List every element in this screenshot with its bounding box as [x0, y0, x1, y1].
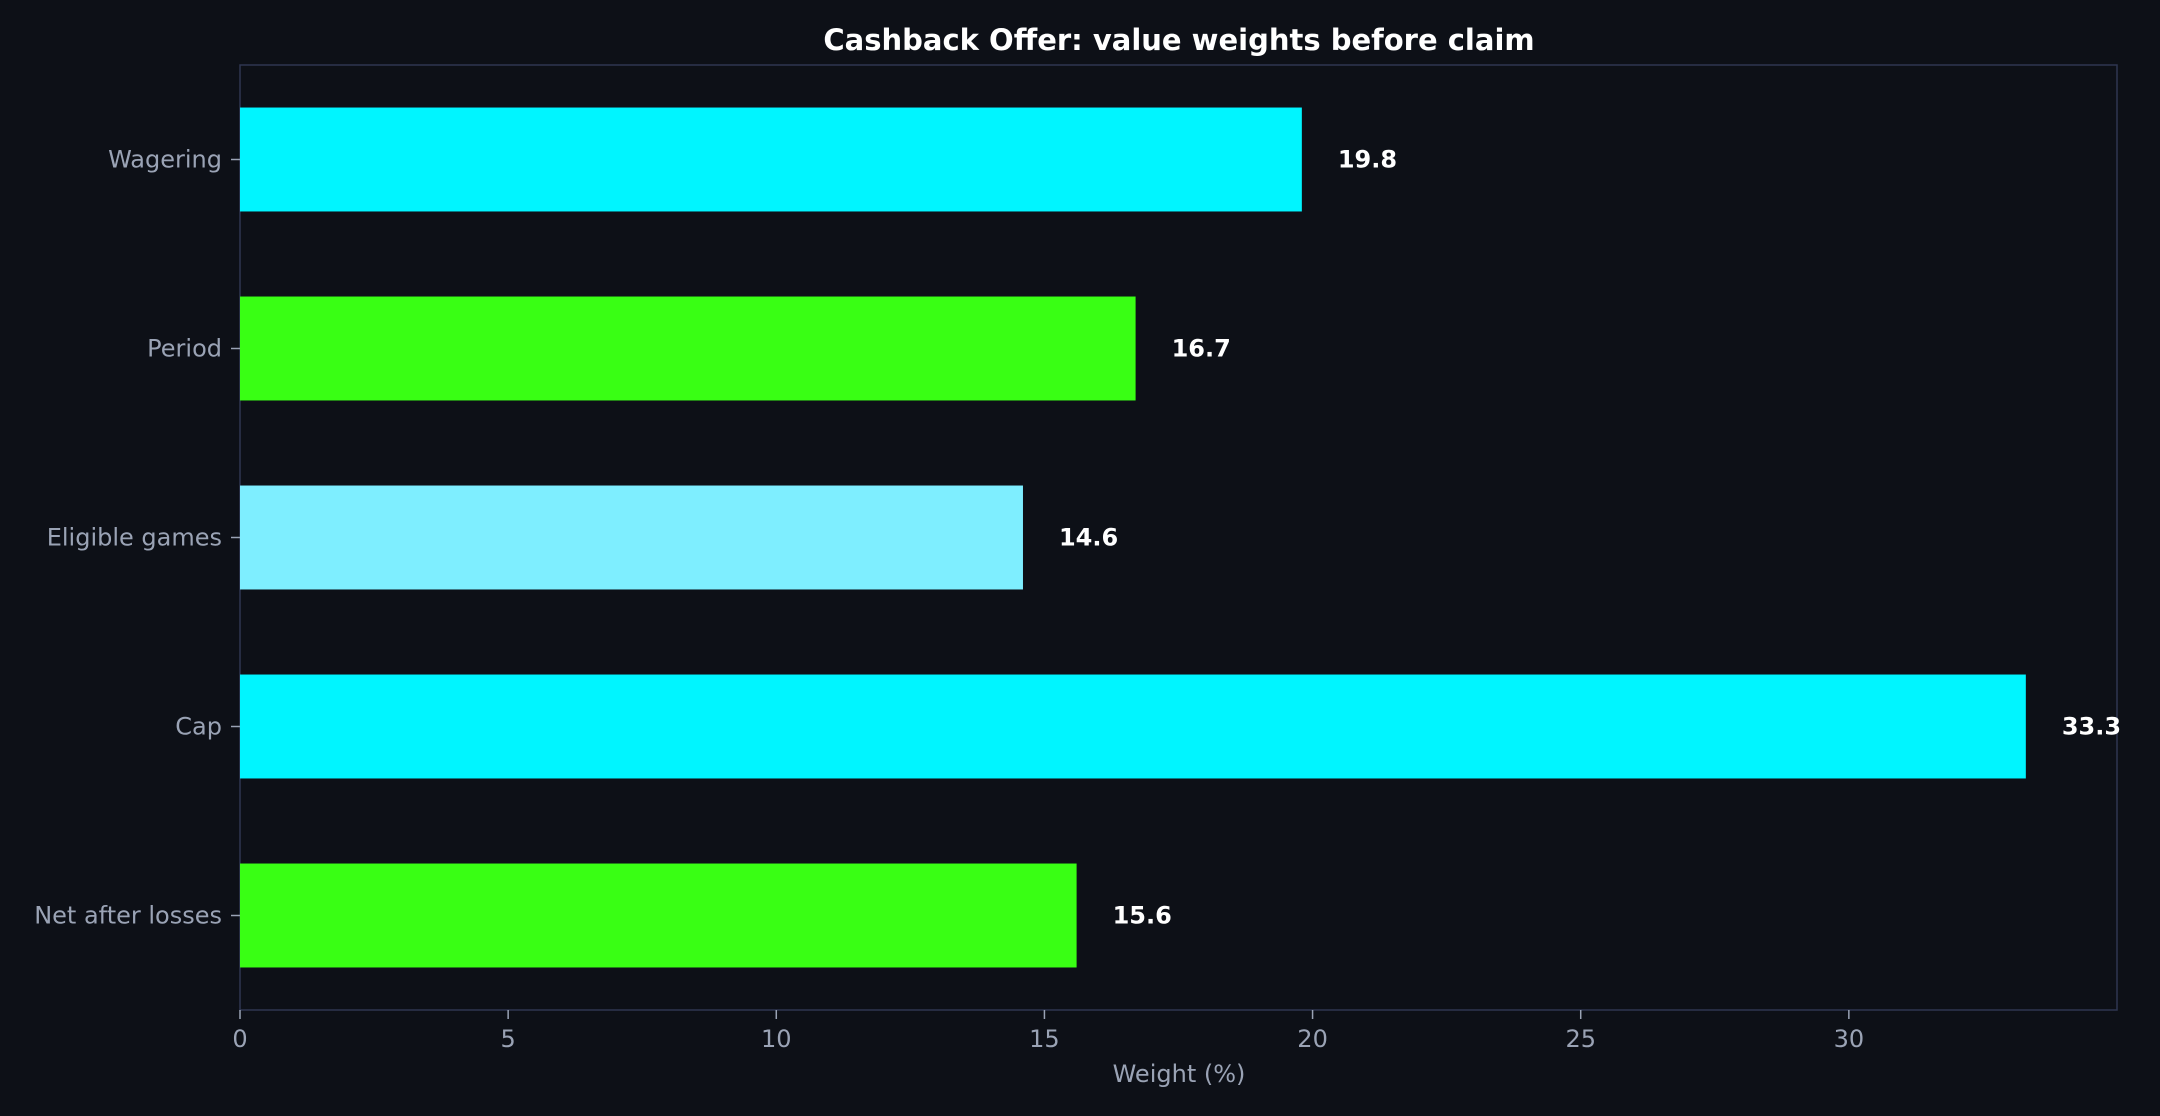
x-tick-label: 30	[1834, 1025, 1865, 1053]
data-label: 16.7	[1172, 335, 1231, 363]
x-tick-label: 0	[232, 1025, 247, 1053]
y-axis: Wagering Period Eligible games Cap Net after…	[34, 146, 240, 930]
y-tick-label: Eligible games	[47, 524, 222, 552]
bar-wagering	[240, 107, 1302, 212]
y-tick-label: Net after losses	[34, 902, 222, 930]
data-label: 19.8	[1338, 146, 1397, 174]
bar-period	[240, 296, 1136, 401]
bar-cap	[240, 674, 2026, 779]
x-tick-label: 5	[501, 1025, 516, 1053]
data-label: 14.6	[1059, 524, 1118, 552]
x-tick-label: 15	[1029, 1025, 1060, 1053]
x-axis: 0 5 10 15 20 25 30	[232, 1010, 1864, 1053]
y-tick-label: Period	[147, 335, 222, 363]
x-tick-label: 20	[1297, 1025, 1328, 1053]
data-label: 33.3	[2062, 713, 2121, 741]
chart-title: Cashback Offer: value weights before cla…	[823, 23, 1534, 57]
y-tick-label: Wagering	[108, 146, 222, 174]
bars-layer: 19.8 16.7 14.6 33.3 15.6	[240, 107, 2121, 968]
x-tick-label: 10	[761, 1025, 792, 1053]
bar-net-after-losses	[240, 863, 1077, 968]
x-tick-label: 25	[1565, 1025, 1596, 1053]
y-tick-label: Cap	[175, 713, 222, 741]
bar-eligible-games	[240, 485, 1023, 590]
data-label: 15.6	[1113, 902, 1172, 930]
x-axis-label: Weight (%)	[1113, 1060, 1246, 1088]
